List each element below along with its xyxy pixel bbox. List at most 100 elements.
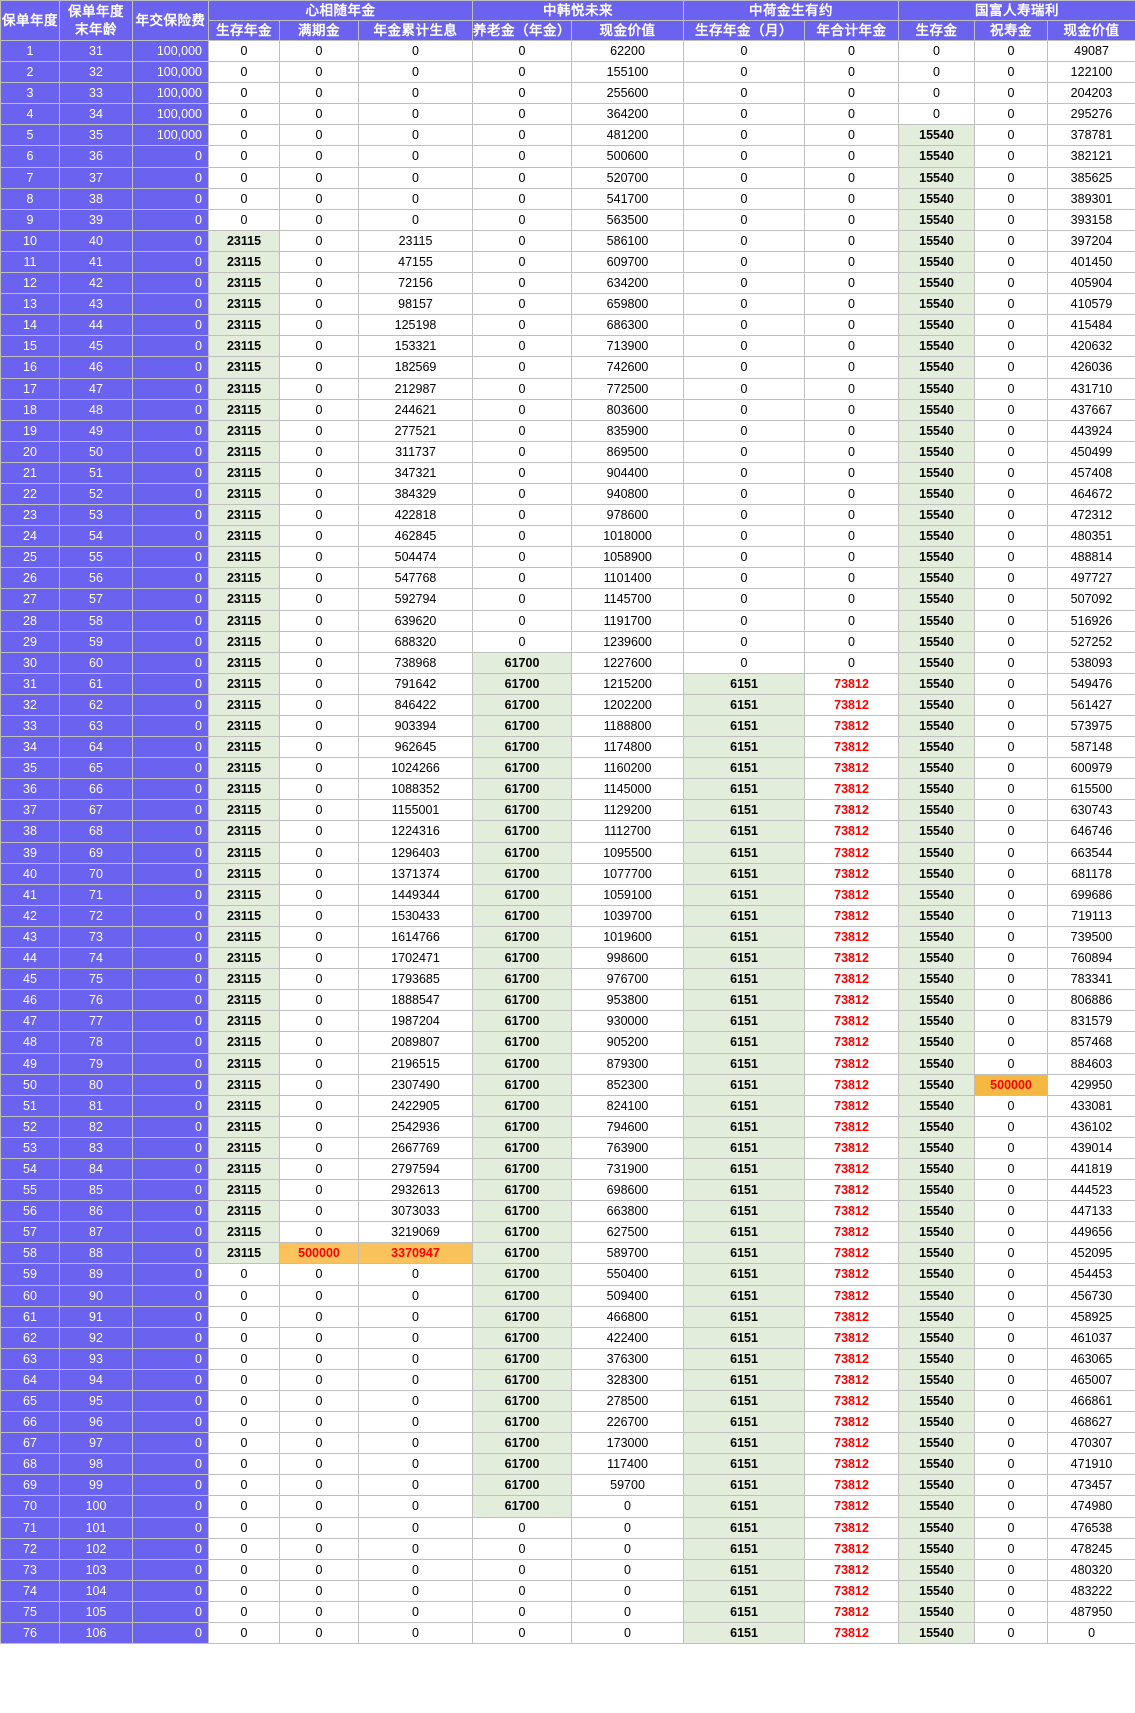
cell-zhe-annual: 0 bbox=[804, 630, 900, 653]
cell-x-accum: 2932613 bbox=[357, 1179, 474, 1202]
cell-zh-cash: 1059100 bbox=[571, 883, 685, 906]
cell-gf-birthday: 0 bbox=[974, 989, 1049, 1012]
cell-zhe-annual: 73812 bbox=[804, 1221, 900, 1244]
cell-x-survival: 23115 bbox=[208, 630, 280, 653]
cell-gf-birthday: 0 bbox=[974, 736, 1049, 759]
cell-policy-year: 21 bbox=[0, 461, 60, 484]
cell-policy-year: 3 bbox=[0, 82, 60, 105]
cell-gf-cash: 480320 bbox=[1047, 1558, 1135, 1581]
cell-zhe-annual: 0 bbox=[804, 208, 900, 231]
cell-age: 70 bbox=[59, 862, 133, 885]
cell-x-accum: 0 bbox=[357, 1516, 474, 1539]
cell-x-accum: 1702471 bbox=[357, 947, 474, 970]
cell-zh-pension: 0 bbox=[472, 419, 573, 442]
cell-zh-cash: 742600 bbox=[571, 356, 685, 379]
cell-annual-premium: 0 bbox=[132, 166, 209, 189]
cell-x-survival: 23115 bbox=[208, 588, 280, 611]
cell-x-accum: 0 bbox=[357, 1453, 474, 1476]
cell-zh-cash: 978600 bbox=[571, 504, 685, 527]
cell-x-maturity: 0 bbox=[279, 1157, 359, 1181]
cell-gf-cash: 420632 bbox=[1047, 335, 1135, 358]
cell-age: 63 bbox=[59, 714, 133, 738]
cell-annual-premium: 0 bbox=[132, 1031, 209, 1054]
cell-x-maturity: 0 bbox=[279, 630, 359, 653]
cell-gf-birthday: 0 bbox=[974, 546, 1049, 569]
cell-policy-year: 75 bbox=[0, 1600, 60, 1624]
cell-zhe-monthly: 6151 bbox=[683, 1347, 806, 1370]
col-header-x-survival: 生存年金 bbox=[208, 20, 280, 41]
cell-x-maturity: 0 bbox=[279, 883, 359, 906]
cell-zh-pension: 61700 bbox=[472, 1326, 573, 1349]
cell-annual-premium: 0 bbox=[132, 1389, 209, 1413]
cell-policy-year: 34 bbox=[0, 736, 60, 759]
cell-gf-survival: 15540 bbox=[898, 335, 976, 358]
cell-age: 42 bbox=[59, 272, 133, 295]
cell-x-survival: 0 bbox=[208, 1579, 280, 1602]
cell-gf-birthday: 0 bbox=[974, 630, 1049, 653]
cell-policy-year: 28 bbox=[0, 609, 60, 632]
cell-zhe-monthly: 6151 bbox=[683, 736, 806, 759]
cell-gf-survival: 15540 bbox=[898, 925, 976, 949]
cell-policy-year: 72 bbox=[0, 1537, 60, 1560]
cell-zhe-monthly: 6151 bbox=[683, 1389, 806, 1413]
table-row: 40 70 0 23115 0 1371374 61700 1077700 6151 73812 1… bbox=[0, 862, 1135, 885]
cell-x-accum: 2797594 bbox=[357, 1157, 474, 1181]
cell-annual-premium: 0 bbox=[132, 757, 209, 780]
cell-zh-cash: 930000 bbox=[571, 1010, 685, 1033]
cell-policy-year: 63 bbox=[0, 1347, 60, 1370]
cell-policy-year: 19 bbox=[0, 419, 60, 442]
cell-zh-cash: 1239600 bbox=[571, 630, 685, 653]
cell-annual-premium: 0 bbox=[132, 609, 209, 632]
cell-x-accum: 592794 bbox=[357, 588, 474, 611]
cell-age: 40 bbox=[59, 229, 133, 252]
cell-gf-cash: 295276 bbox=[1047, 103, 1135, 126]
cell-x-maturity: 0 bbox=[279, 841, 359, 864]
cell-x-survival: 23115 bbox=[208, 693, 280, 717]
cell-x-accum: 2196515 bbox=[357, 1052, 474, 1075]
cell-zhe-annual: 73812 bbox=[804, 1558, 900, 1581]
cell-zhe-annual: 0 bbox=[804, 588, 900, 611]
cell-gf-survival: 15540 bbox=[898, 187, 976, 210]
cell-zhe-annual: 0 bbox=[804, 124, 900, 147]
cell-gf-birthday: 0 bbox=[974, 1622, 1049, 1645]
cell-gf-cash: 454453 bbox=[1047, 1263, 1135, 1286]
cell-gf-cash: 463065 bbox=[1047, 1347, 1135, 1370]
cell-zh-cash: 0 bbox=[571, 1495, 685, 1518]
cell-gf-cash: 471910 bbox=[1047, 1453, 1135, 1476]
cell-x-accum: 2307490 bbox=[357, 1073, 474, 1096]
cell-age: 76 bbox=[59, 989, 133, 1012]
cell-x-maturity: 0 bbox=[279, 124, 359, 147]
cell-x-accum: 384329 bbox=[357, 482, 474, 506]
cell-gf-cash: 474980 bbox=[1047, 1495, 1135, 1518]
cell-x-accum: 0 bbox=[357, 103, 474, 126]
cell-x-survival: 23115 bbox=[208, 1010, 280, 1033]
cell-x-survival: 23115 bbox=[208, 1157, 280, 1181]
cell-zh-cash: 1077700 bbox=[571, 862, 685, 885]
cell-x-maturity: 0 bbox=[279, 335, 359, 358]
cell-gf-birthday: 0 bbox=[974, 525, 1049, 548]
cell-gf-birthday: 0 bbox=[974, 187, 1049, 210]
cell-annual-premium: 0 bbox=[132, 356, 209, 379]
cell-x-maturity: 0 bbox=[279, 145, 359, 168]
cell-zhe-monthly: 0 bbox=[683, 124, 806, 147]
cell-age: 84 bbox=[59, 1157, 133, 1181]
cell-policy-year: 59 bbox=[0, 1263, 60, 1286]
cell-x-survival: 23115 bbox=[208, 989, 280, 1012]
cell-x-accum: 0 bbox=[357, 1326, 474, 1349]
cell-zh-cash: 609700 bbox=[571, 250, 685, 274]
cell-x-accum: 1449344 bbox=[357, 883, 474, 906]
cell-zhe-annual: 73812 bbox=[804, 1579, 900, 1602]
table-row: 2 32 100,000 0 0 0 0 155100 0 0 0 0 122100 bbox=[0, 61, 1135, 84]
cell-x-survival: 0 bbox=[208, 1600, 280, 1624]
cell-age: 88 bbox=[59, 1242, 133, 1265]
table-row: 63 93 0 0 0 0 61700 376300 6151 73812 15540 0 463065 bbox=[0, 1347, 1135, 1370]
cell-zhe-monthly: 6151 bbox=[683, 799, 806, 822]
cell-gf-birthday: 0 bbox=[974, 1537, 1049, 1560]
cell-x-survival: 23115 bbox=[208, 567, 280, 590]
cell-x-accum: 0 bbox=[357, 1537, 474, 1560]
cell-gf-cash: 468627 bbox=[1047, 1411, 1135, 1434]
cell-gf-birthday: 0 bbox=[974, 61, 1049, 84]
cell-policy-year: 51 bbox=[0, 1094, 60, 1117]
cell-policy-year: 31 bbox=[0, 672, 60, 695]
cell-x-accum: 1987204 bbox=[357, 1010, 474, 1033]
